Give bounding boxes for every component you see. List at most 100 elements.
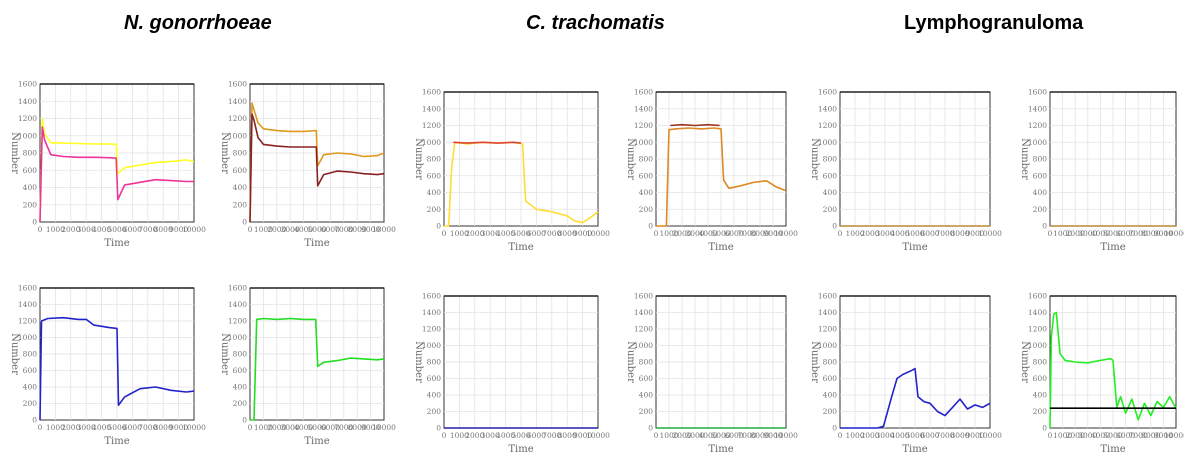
group-title-lymphogranuloma: Lymphogranuloma: [904, 12, 1084, 34]
x-tick-label: 8000: [558, 431, 577, 440]
x-axis-label: Time: [902, 444, 927, 455]
x-axis-label: Time: [304, 436, 329, 447]
series-line: [453, 141, 522, 144]
y-tick-label: 0: [436, 424, 441, 433]
y-tick-label: 200: [1033, 205, 1048, 214]
y-tick-label: 600: [1033, 374, 1048, 383]
y-tick-label: 200: [23, 200, 38, 209]
y-axis-label: Number: [625, 138, 636, 180]
x-tick-label: 4000: [698, 431, 717, 440]
series-line: [249, 102, 385, 223]
y-tick-label: 200: [823, 407, 838, 416]
y-tick-label: 1200: [422, 121, 441, 130]
y-tick-label: 1200: [634, 325, 653, 334]
x-tick-label: 2000: [61, 225, 80, 234]
y-tick-label: 1200: [634, 121, 653, 130]
x-tick-label: 3000: [77, 423, 96, 432]
x-tick-label: 1000: [450, 431, 469, 440]
x-tick-label: 1000: [46, 423, 65, 432]
y-tick-label: 1400: [1028, 104, 1047, 113]
y-tick-label: 600: [427, 171, 442, 180]
x-tick-label: 6000: [527, 431, 546, 440]
y-tick-label: 400: [639, 188, 654, 197]
y-tick-label: 0: [32, 218, 37, 227]
x-tick-label: 10000: [182, 225, 206, 234]
x-tick-label: 0: [1048, 229, 1053, 238]
x-axis-label: Time: [104, 238, 129, 249]
y-tick-label: 1400: [422, 104, 441, 113]
x-tick-label: 1000: [254, 423, 273, 432]
x-tick-label: 7000: [935, 431, 954, 440]
x-tick-label: 2000: [267, 225, 286, 234]
y-axis-label: Number: [413, 341, 424, 383]
y-tick-label: 600: [23, 166, 38, 175]
x-tick-label: 4000: [294, 423, 313, 432]
x-tick-label: 4000: [294, 225, 313, 234]
y-tick-label: 1400: [818, 308, 837, 317]
series-line: [39, 117, 195, 223]
x-tick-label: 1000: [659, 431, 678, 440]
y-tick-label: 400: [1033, 188, 1048, 197]
x-tick-label: 4000: [496, 229, 515, 238]
y-tick-label: 0: [436, 222, 441, 231]
x-tick-label: 3000: [77, 225, 96, 234]
x-tick-label: 5000: [307, 225, 326, 234]
y-tick-label: 1000: [818, 341, 837, 350]
x-tick-label: 2000: [61, 423, 80, 432]
x-tick-label: 7000: [1129, 229, 1148, 238]
series-line: [39, 316, 195, 421]
y-tick-label: 1600: [1028, 88, 1047, 97]
y-tick-label: 200: [823, 205, 838, 214]
x-tick-label: 10000: [372, 423, 396, 432]
y-tick-label: 0: [832, 424, 837, 433]
y-tick-label: 800: [1033, 155, 1048, 164]
series-line: [249, 113, 385, 223]
series-line: [250, 317, 385, 421]
y-tick-label: 400: [23, 183, 38, 192]
y-tick-label: 1200: [1028, 121, 1047, 130]
y-tick-label: 1600: [1028, 292, 1047, 301]
y-tick-label: 1400: [634, 308, 653, 317]
y-tick-label: 1000: [18, 131, 37, 140]
y-tick-label: 1000: [1028, 341, 1047, 350]
x-tick-label: 5000: [711, 431, 730, 440]
series-line: [670, 123, 720, 127]
x-tick-label: 9000: [763, 431, 782, 440]
x-tick-label: 3000: [685, 229, 704, 238]
x-tick-label: 5000: [711, 229, 730, 238]
x-tick-label: 9000: [1154, 431, 1173, 440]
series-line: [39, 126, 194, 223]
x-tick-label: 1000: [1053, 229, 1072, 238]
x-tick-label: 9000: [169, 423, 188, 432]
y-tick-label: 600: [1033, 171, 1048, 180]
y-tick-label: 0: [648, 222, 653, 231]
x-tick-label: 6000: [920, 431, 939, 440]
x-tick-label: 6000: [920, 229, 939, 238]
y-tick-label: 600: [233, 166, 248, 175]
y-tick-label: 1600: [228, 284, 247, 293]
x-tick-label: 7000: [138, 423, 157, 432]
y-tick-label: 600: [639, 171, 654, 180]
y-tick-label: 1000: [228, 131, 247, 140]
x-axis-label: Time: [1100, 444, 1125, 455]
y-tick-label: 1600: [422, 292, 441, 301]
y-tick-label: 200: [639, 205, 654, 214]
x-tick-label: 7000: [542, 229, 561, 238]
x-tick-label: 8000: [1141, 431, 1160, 440]
y-tick-label: 1200: [18, 317, 37, 326]
y-tick-label: 1000: [422, 341, 441, 350]
y-tick-label: 1600: [818, 88, 837, 97]
y-tick-label: 1600: [422, 88, 441, 97]
x-tick-label: 10000: [182, 423, 206, 432]
x-tick-label: 10000: [586, 431, 610, 440]
x-axis-label: Time: [708, 242, 733, 253]
y-tick-label: 1200: [1028, 325, 1047, 334]
y-tick-label: 800: [1033, 358, 1048, 367]
x-tick-label: 1000: [1053, 431, 1072, 440]
y-tick-label: 600: [427, 374, 442, 383]
x-tick-label: 9000: [1154, 229, 1173, 238]
y-tick-label: 200: [1033, 407, 1048, 416]
